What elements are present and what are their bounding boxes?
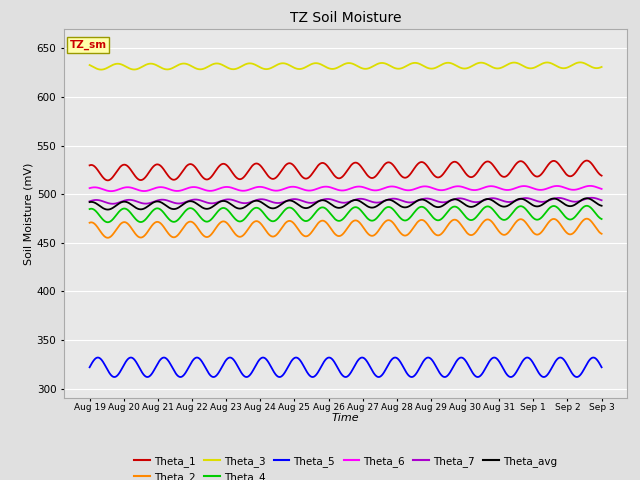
Y-axis label: Soil Moisture (mV): Soil Moisture (mV) bbox=[24, 162, 34, 265]
Title: TZ Soil Moisture: TZ Soil Moisture bbox=[290, 11, 401, 25]
Text: TZ_sm: TZ_sm bbox=[70, 40, 107, 50]
X-axis label: Time: Time bbox=[332, 413, 360, 423]
Legend: Theta_1, Theta_2, Theta_3, Theta_4, Theta_5, Theta_6, Theta_7, Theta_avg: Theta_1, Theta_2, Theta_3, Theta_4, Thet… bbox=[130, 452, 561, 480]
